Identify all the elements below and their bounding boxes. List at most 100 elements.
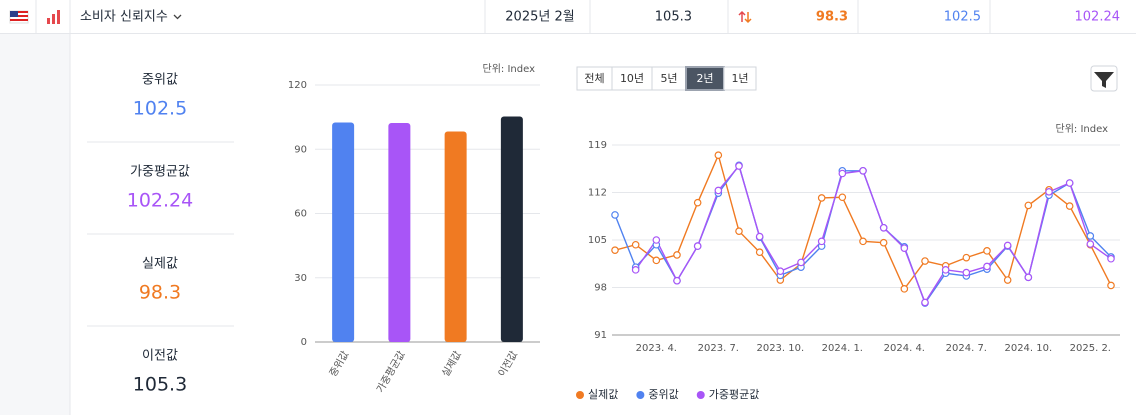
header-separators <box>35 0 991 33</box>
stat-value: 105.3 <box>133 374 187 396</box>
y-tick-label: 91 <box>594 330 607 341</box>
stat-label: 가중평균값 <box>130 165 190 180</box>
x-tick-label: 2024. 4. <box>884 343 925 354</box>
data-point <box>1003 276 1012 284</box>
bar <box>388 123 411 342</box>
data-point <box>755 232 764 241</box>
x-tick-label: 가중평균값 <box>374 349 407 395</box>
series-line <box>635 164 1112 304</box>
x-tick-label: 이전값 <box>496 349 520 379</box>
data-point <box>714 151 723 159</box>
data-point <box>941 266 950 274</box>
legend-marker <box>696 391 705 399</box>
range-button[interactable] <box>723 66 757 91</box>
y-tick-label: 0 <box>301 337 307 348</box>
x-tick-label: 2024. 10. <box>1004 343 1052 354</box>
legend-label: 가중평균값 <box>709 388 760 401</box>
weighted-value: 102.24 <box>1075 10 1121 25</box>
x-tick-label: 중위값 <box>326 349 351 379</box>
series-line <box>614 163 1112 305</box>
data-point <box>1086 232 1095 240</box>
range-button-label[interactable]: 1년 <box>731 72 748 85</box>
legend-marker <box>576 391 584 399</box>
data-point <box>859 237 867 246</box>
indicator-name[interactable]: 소비자 신뢰지수 <box>80 10 168 25</box>
x-tick-label: 2025. 2. <box>1070 343 1111 354</box>
chart-icon <box>47 10 60 24</box>
data-point <box>879 238 888 247</box>
data-point <box>1065 179 1074 187</box>
y-tick-label: 119 <box>588 140 607 151</box>
data-point <box>983 247 991 255</box>
previous-value: 105.3 <box>655 10 692 25</box>
unit-label: 단위: Index <box>1056 122 1109 135</box>
release-date: 2025년 2월 <box>505 10 574 25</box>
y-tick-label: 105 <box>588 235 607 246</box>
bar <box>444 131 467 342</box>
range-button-label[interactable]: 2년 <box>696 72 713 85</box>
filter-button[interactable] <box>1090 65 1118 92</box>
data-point <box>755 248 764 257</box>
range-button-label[interactable]: 5년 <box>660 72 677 85</box>
actual-value: 98.3 <box>816 10 848 25</box>
bar <box>332 122 355 343</box>
stat-label: 이전값 <box>142 349 178 364</box>
data-point <box>693 198 702 207</box>
x-tick-label: 2024. 1. <box>822 343 863 354</box>
data-point <box>817 194 826 202</box>
stat-value: 98.3 <box>139 282 181 304</box>
x-tick-label: 2023. 10. <box>756 343 804 354</box>
y-tick-label: 30 <box>294 273 307 284</box>
data-point <box>1107 281 1115 290</box>
data-point <box>1003 241 1012 250</box>
change-icon <box>738 10 752 24</box>
data-point <box>900 285 909 293</box>
range-button-label[interactable]: 전체 <box>584 72 604 85</box>
y-tick-label: 120 <box>288 80 307 91</box>
legend-marker <box>636 391 645 399</box>
range-button-label[interactable]: 10년 <box>620 72 644 85</box>
y-tick-label: 112 <box>588 188 607 199</box>
data-point <box>693 242 702 250</box>
data-point <box>735 227 743 235</box>
data-point <box>921 298 929 307</box>
legend-label: 실제값 <box>588 388 618 401</box>
data-point <box>735 162 743 170</box>
data-point <box>1107 254 1115 263</box>
data-point <box>921 257 929 265</box>
data-point <box>838 193 847 202</box>
stat-value: 102.5 <box>133 98 187 120</box>
x-tick-label: 2023. 4. <box>636 343 677 354</box>
data-point <box>652 256 661 265</box>
stat-label: 중위값 <box>142 73 178 88</box>
data-point <box>652 236 661 244</box>
median-value: 102.5 <box>944 10 981 25</box>
data-point <box>859 166 867 175</box>
data-point <box>1024 273 1033 282</box>
bar <box>500 116 523 342</box>
sidebar <box>0 34 70 415</box>
data-point <box>631 240 640 249</box>
dropdown-chevron[interactable] <box>173 14 182 20</box>
x-tick-label: 실제값 <box>440 349 464 379</box>
data-point <box>1024 201 1033 210</box>
data-point <box>900 244 909 252</box>
y-tick-label: 90 <box>294 144 307 155</box>
series-line <box>614 153 1112 291</box>
data-point <box>797 258 805 267</box>
data-point <box>879 223 888 232</box>
data-point <box>983 262 991 271</box>
stat-label: 실제값 <box>142 257 178 272</box>
data-point <box>776 267 785 276</box>
filter-icon <box>1094 72 1114 88</box>
data-point <box>631 266 640 274</box>
y-tick-label: 98 <box>594 283 607 294</box>
x-tick-label: 2024. 7. <box>946 343 987 354</box>
data-point <box>817 237 826 246</box>
data-point <box>838 169 847 178</box>
data-point <box>673 251 681 259</box>
data-point <box>962 253 971 262</box>
y-tick-label: 60 <box>294 209 307 220</box>
stat-value: 102.24 <box>127 190 193 212</box>
